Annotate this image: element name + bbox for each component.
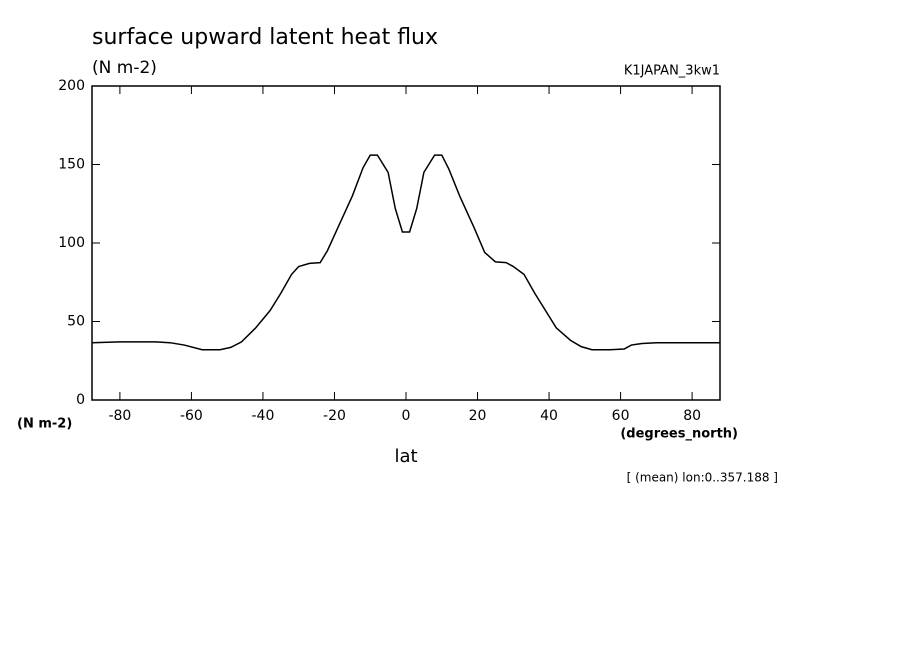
x-tick-label: 40 — [540, 408, 558, 424]
y-tick-label: 100 — [58, 235, 85, 251]
x-tick-label: -80 — [108, 408, 131, 424]
note: [ (mean) lon:0..357.188 ] — [627, 471, 778, 485]
plot-frame — [91, 85, 721, 401]
x-tick-label: -60 — [180, 408, 203, 424]
y-unit-label: (N m-2) — [17, 417, 72, 432]
x-tick-label: -20 — [323, 408, 346, 424]
y-tick-label: 150 — [58, 157, 85, 173]
x-axis-label: lat — [394, 446, 417, 467]
chart-title: surface upward latent heat flux — [92, 25, 438, 50]
x-tick-label: 60 — [612, 408, 630, 424]
x-tick-label: -40 — [252, 408, 275, 424]
x-tick-label: 20 — [469, 408, 487, 424]
dataset-label: K1JAPAN_3kw1 — [624, 64, 720, 79]
y-tick-label: 50 — [67, 314, 85, 330]
y-tick-label: 200 — [58, 78, 85, 94]
y-tick-label: 0 — [76, 392, 85, 408]
x-unit-label: (degrees_north) — [620, 427, 738, 442]
x-tick-label: 0 — [402, 408, 411, 424]
x-tick-label: 80 — [683, 408, 701, 424]
data-line — [91, 154, 720, 351]
chart-subtitle: (N m-2) — [92, 58, 157, 78]
